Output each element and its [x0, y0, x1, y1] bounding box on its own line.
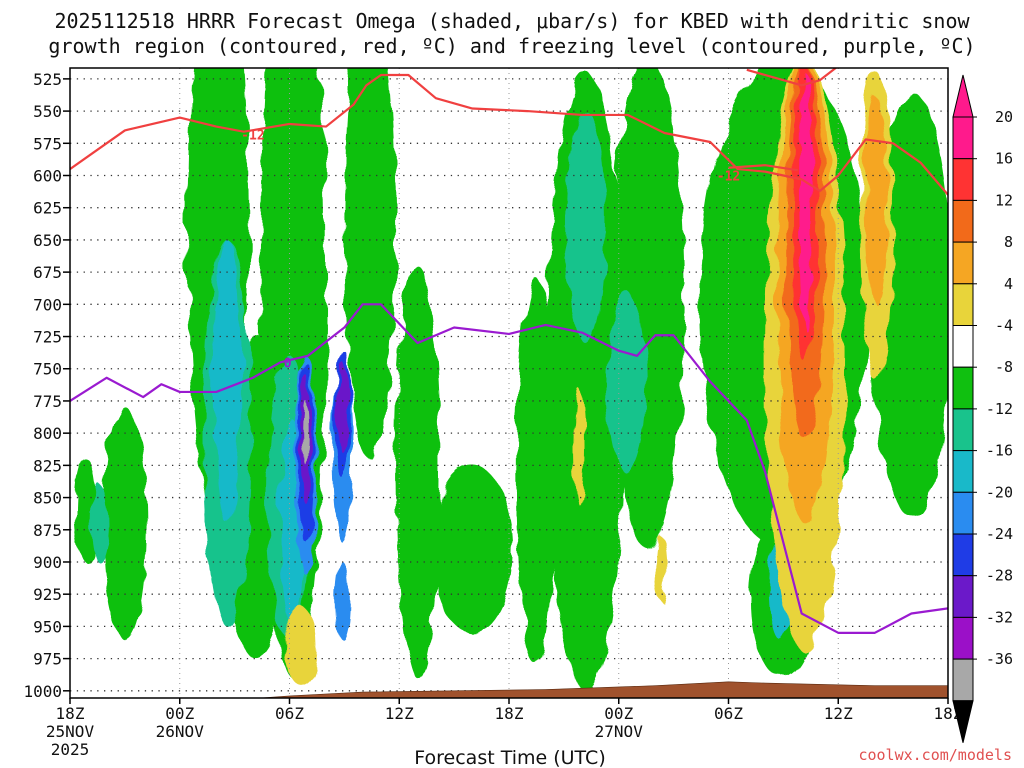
x-tick-label: 25NOV — [46, 722, 95, 741]
colorbar-bottom-arrow — [952, 700, 974, 743]
contour-line — [746, 68, 838, 87]
y-tick-label: 775 — [33, 392, 62, 411]
colorbar-label: -28 — [986, 567, 1013, 585]
y-tick-label: 875 — [33, 521, 62, 540]
omega-cell — [655, 536, 667, 601]
y-tick-label: 525 — [33, 70, 62, 89]
y-tick-label: 800 — [33, 424, 62, 443]
colorbar-swatch — [952, 658, 974, 702]
omega-cell — [212, 239, 242, 524]
omega-cell — [90, 484, 109, 562]
y-tick-label: 600 — [33, 167, 62, 186]
colorbar-label: -24 — [986, 525, 1013, 543]
y-tick-label: 675 — [33, 263, 62, 282]
contour-line — [70, 303, 948, 634]
y-tick-label: 550 — [33, 102, 62, 121]
y-tick-label: 975 — [33, 650, 62, 669]
omega-cell — [605, 291, 647, 472]
contour-label: -12 — [717, 170, 740, 185]
colorbar-label: -4 — [995, 317, 1013, 335]
x-tick-label: 18Z — [495, 704, 524, 723]
y-tick-label: 650 — [33, 231, 62, 250]
title-line-2: growth region (contoured, red, ºC) and f… — [48, 34, 975, 58]
colorbar-swatch — [952, 366, 974, 410]
colorbar-swatch — [952, 616, 974, 660]
terrain-fill — [70, 681, 948, 698]
y-tick-label: 950 — [33, 617, 62, 636]
colorbar: 20 16 12 8 4 -4 -8 -12 -16 -20 -24 -28 -32 -36 — [952, 74, 1013, 743]
y-axis: 525 550 575 600 625 650 675 700 725 750 775 800 825 8… — [23, 70, 70, 701]
colorbar-label: 12 — [995, 191, 1013, 209]
colorbar-label: 20 — [995, 108, 1013, 126]
omega-shading — [75, 68, 948, 691]
omega-cell — [798, 72, 812, 331]
colorbar-swatch — [952, 533, 974, 577]
y-tick-label: 750 — [33, 360, 62, 379]
colorbar-swatch — [952, 283, 974, 326]
colorbar-swatch — [952, 199, 974, 243]
colorbar-label: 16 — [995, 150, 1013, 168]
contour-label: 0 — [284, 356, 292, 371]
contour-line — [728, 164, 799, 172]
colorbar-label: -36 — [986, 650, 1013, 668]
credit-text: coolwx.com/models — [858, 746, 1012, 764]
colorbar-label: 8 — [1004, 233, 1013, 251]
omega-cell — [565, 111, 606, 343]
colorbar-swatch — [952, 116, 974, 160]
omega-cell — [865, 98, 888, 305]
colorbar-label: 4 — [1004, 275, 1013, 293]
x-tick-label: 06Z — [275, 704, 304, 723]
omega-cell — [344, 68, 396, 459]
y-tick-label: 825 — [33, 456, 62, 475]
colorbar-swatch — [952, 491, 974, 535]
y-tick-label: 900 — [33, 553, 62, 572]
colorbar-label: -16 — [986, 442, 1013, 460]
x-tick-label: 18Z — [56, 704, 85, 723]
colorbar-swatch — [952, 408, 974, 452]
y-tick-label: 575 — [33, 134, 62, 153]
omega-cell — [284, 607, 317, 685]
omega-cell — [432, 465, 513, 633]
y-tick-label: 700 — [33, 295, 62, 314]
omega-cell — [573, 388, 584, 505]
omega-cell — [335, 561, 350, 640]
x-tick-label: 00Z — [604, 704, 633, 723]
omega-cell — [337, 362, 349, 453]
colorbar-swatch — [952, 450, 974, 493]
colorbar-label: -12 — [986, 400, 1013, 418]
terrain — [70, 681, 948, 698]
y-tick-label: 925 — [33, 585, 62, 604]
colorbar-top-arrow — [952, 74, 974, 118]
omega-cell — [395, 265, 440, 678]
x-tick-label: 00Z — [165, 704, 194, 723]
y-tick-label: 850 — [33, 489, 62, 508]
colorbar-swatch — [952, 241, 974, 285]
x-tick-label: 12Z — [824, 704, 853, 723]
title-line-1: 2025112518 HRRR Forecast Omega (shaded, … — [54, 9, 970, 33]
x-tick-label: 26NOV — [156, 722, 205, 741]
colorbar-swatch — [952, 158, 974, 201]
omega-cell — [102, 407, 147, 640]
omega-cell — [303, 400, 309, 466]
contour-lines: -12 -12 0 — [70, 68, 948, 634]
contour-line — [70, 73, 948, 196]
x-tick-label: 2025 — [51, 740, 90, 759]
x-tick-label: 06Z — [714, 704, 743, 723]
contour-label: -12 — [241, 128, 264, 143]
colorbar-swatch — [952, 325, 974, 368]
y-tick-label: 1000 — [23, 682, 62, 701]
x-axis-label: Forecast Time (UTC) — [414, 747, 605, 768]
y-tick-label: 625 — [33, 199, 62, 218]
grid — [70, 68, 948, 698]
colorbar-label: -8 — [995, 358, 1013, 376]
x-tick-label: 27NOV — [595, 722, 644, 741]
colorbar-label: -20 — [986, 483, 1013, 501]
colorbar-swatch — [952, 575, 974, 618]
y-tick-label: 725 — [33, 328, 62, 347]
x-tick-label: 12Z — [385, 704, 414, 723]
colorbar-label: -32 — [986, 608, 1013, 626]
